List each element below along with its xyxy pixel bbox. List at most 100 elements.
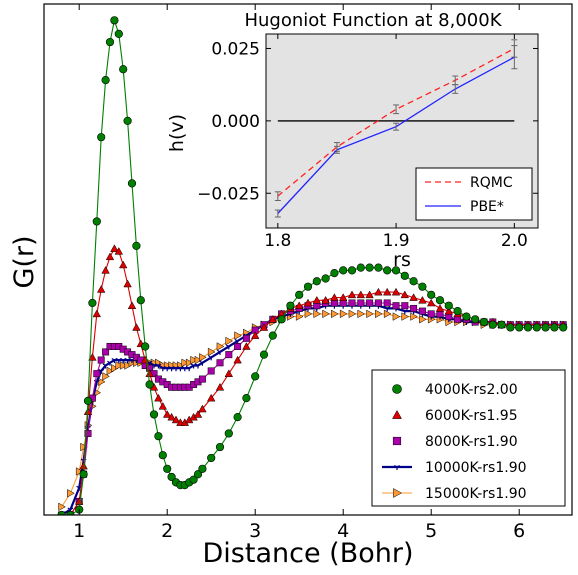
data-point <box>401 309 408 315</box>
data-point <box>206 393 216 402</box>
data-point <box>515 323 524 332</box>
data-point <box>471 315 480 324</box>
data-point <box>242 342 251 350</box>
data-point <box>194 355 203 365</box>
data-point <box>136 296 145 305</box>
data-point <box>347 290 357 299</box>
data-point <box>286 301 295 310</box>
legend-marker <box>394 464 400 470</box>
data-point <box>506 323 515 332</box>
data-point <box>312 277 321 286</box>
data-point <box>225 351 233 359</box>
data-point <box>277 315 286 324</box>
data-point <box>330 268 339 278</box>
data-point <box>330 293 339 301</box>
data-point <box>154 393 163 402</box>
data-point <box>383 309 392 319</box>
data-point <box>233 355 242 364</box>
data-point <box>426 298 436 307</box>
data-point <box>375 309 383 319</box>
data-point <box>234 342 242 350</box>
data-point <box>106 366 115 376</box>
data-point <box>242 334 250 342</box>
data-point <box>418 282 427 291</box>
data-point <box>409 277 418 286</box>
x-tick-label: 4 <box>337 520 349 542</box>
data-point <box>84 429 92 437</box>
data-point <box>93 370 101 378</box>
data-point <box>105 37 115 47</box>
data-point <box>295 312 304 321</box>
inset-legend-frame <box>415 167 533 221</box>
data-point <box>107 360 113 366</box>
data-point <box>97 133 106 142</box>
data-point <box>479 317 489 327</box>
data-point <box>400 290 410 299</box>
data-point <box>217 349 223 355</box>
legend-label: 10000K-rs1.90 <box>425 460 527 476</box>
data-point <box>374 299 382 307</box>
data-point <box>110 244 119 252</box>
data-point <box>418 307 426 315</box>
data-point <box>410 312 418 321</box>
data-point <box>57 510 66 515</box>
data-point <box>444 306 454 315</box>
data-point <box>186 366 193 372</box>
data-point <box>382 287 392 296</box>
x-axis-label: Distance (Bohr) <box>203 538 414 569</box>
data-point <box>158 401 168 410</box>
data-point <box>145 369 154 377</box>
x-tick-label: 1 <box>73 520 85 542</box>
legend-frame <box>371 369 566 507</box>
data-point <box>118 260 128 269</box>
data-point <box>198 375 206 383</box>
data-point <box>233 413 242 422</box>
data-point <box>83 396 93 405</box>
data-point <box>127 179 137 188</box>
data-point <box>101 266 110 274</box>
data-point <box>418 295 427 304</box>
data-point <box>110 16 119 25</box>
data-point <box>207 453 216 463</box>
data-point <box>303 298 313 307</box>
data-point <box>366 309 374 319</box>
data-point <box>193 470 203 479</box>
data-point <box>365 290 374 299</box>
legend-marker <box>392 384 402 394</box>
data-point <box>92 217 101 226</box>
data-point <box>114 29 123 38</box>
data-point <box>208 355 215 361</box>
series-4000K-rs2.00 <box>57 16 568 515</box>
inset-series-line <box>277 47 515 197</box>
legend-label: 8000K-rs1.90 <box>425 434 518 450</box>
data-point <box>141 342 150 351</box>
data-point <box>497 320 506 329</box>
data-point <box>295 290 304 299</box>
data-point <box>171 415 181 424</box>
legend: 4000K-rs2.00 6000K-rs1.95 8000K-rs1.90 1000… <box>371 369 566 507</box>
inset-y-tick-label: −0.025 <box>197 184 260 204</box>
data-point <box>303 282 313 291</box>
inset-legend-label: PBE* <box>470 199 504 215</box>
data-point <box>383 299 391 307</box>
data-point <box>435 296 445 305</box>
data-point <box>391 287 401 296</box>
data-point <box>111 363 119 373</box>
data-point <box>356 263 365 272</box>
data-point <box>401 312 410 321</box>
data-point <box>392 302 400 310</box>
data-point <box>251 372 260 381</box>
data-point <box>195 363 201 369</box>
inset-legend: RQMC PBE* <box>415 167 533 221</box>
data-point <box>462 312 471 321</box>
data-point <box>427 310 435 318</box>
data-point <box>224 429 233 438</box>
data-point <box>365 263 374 272</box>
data-point <box>79 470 88 479</box>
data-point <box>158 451 167 460</box>
data-point <box>321 274 330 283</box>
data-point <box>132 323 141 331</box>
data-point <box>67 489 75 498</box>
data-point <box>347 266 357 275</box>
main-series-group <box>57 16 568 515</box>
